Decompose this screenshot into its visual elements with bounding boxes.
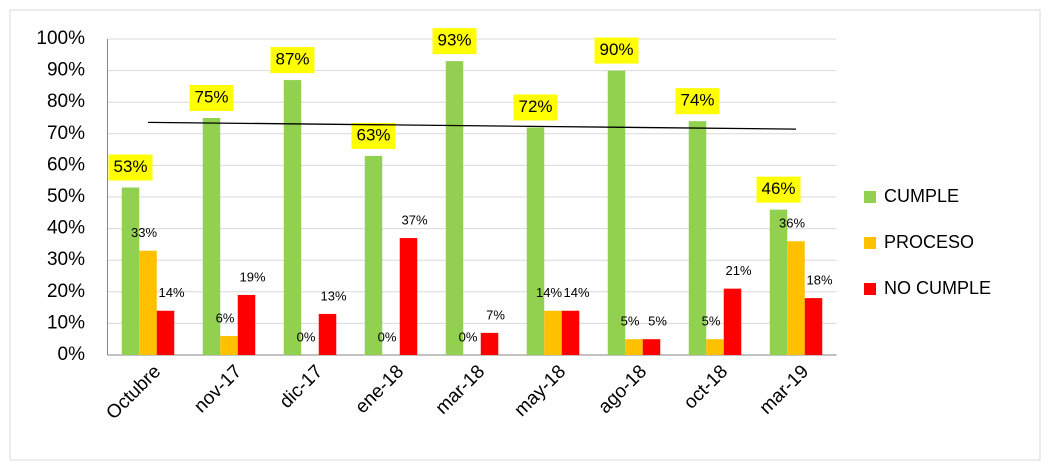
bar [364,155,383,355]
bar [156,310,175,355]
bar [706,339,724,355]
bar [723,288,742,355]
data-label-box [108,154,153,181]
y-tick-label: 0% [58,344,86,365]
y-tick-label: 40% [47,218,85,239]
data-label: 46% [761,179,795,198]
data-label: 19% [239,269,265,284]
bar [607,70,626,355]
legend-swatch [864,237,876,249]
y-tick-label: 50% [47,186,85,207]
trendline [147,121,797,130]
bar [625,339,643,355]
chart-border [9,9,1041,461]
data-label-box [351,122,396,149]
data-label: 6% [216,310,235,325]
data-label: 14% [158,285,184,300]
data-label: 63% [356,125,390,144]
y-tick-label: 70% [47,123,85,144]
data-label-box [594,37,639,64]
data-label: 0% [378,329,397,344]
legend-label: NO CUMPLE [884,278,991,298]
data-label-box [189,85,234,111]
data-label: 87% [275,50,309,69]
bar [121,187,140,355]
y-tick-label: 10% [47,312,85,333]
bar [237,294,256,355]
bar [399,238,418,355]
y-tick-label: 90% [47,60,85,81]
data-label: 14% [536,285,562,300]
bar [804,298,823,355]
data-label: 75% [194,87,228,106]
legend-label: CUMPLE [884,186,959,206]
data-label: 0% [459,329,478,344]
data-label: 14% [563,285,589,300]
legend-swatch [864,191,876,203]
bar [526,127,545,355]
data-label: 33% [131,225,157,240]
bar [139,250,157,355]
bar [220,336,238,355]
data-label-box [270,47,315,74]
bar [787,241,805,355]
data-label: 5% [648,314,667,329]
data-label: 74% [680,91,714,110]
legend-swatch [864,283,876,295]
data-label: 7% [486,307,505,322]
bar [769,209,788,355]
data-label: 37% [401,213,427,228]
legend-label: PROCESO [884,232,974,252]
bar [561,310,580,355]
data-label: 93% [437,31,471,50]
data-label: 72% [518,97,552,116]
y-tick-label: 100% [36,28,85,49]
data-label: 36% [779,216,805,231]
bar [480,332,499,355]
bar [544,310,562,355]
bar [688,121,707,355]
y-tick-label: 20% [47,281,85,302]
y-tick-label: 30% [47,249,85,270]
data-label: 90% [599,40,633,59]
y-tick-label: 60% [47,154,85,175]
bar [283,80,302,355]
data-label: 53% [113,157,147,176]
bar [318,313,337,355]
bar [445,61,464,356]
bar [202,118,221,355]
data-label: 13% [320,288,346,303]
data-label: 0% [297,329,316,344]
data-label: 5% [702,314,721,329]
bar [642,339,661,355]
data-label: 21% [725,263,751,278]
data-label-box [675,88,720,115]
data-label: 5% [621,314,640,329]
data-label: 18% [806,273,832,288]
data-label-box [432,28,477,55]
y-tick-label: 80% [47,91,85,112]
data-label-box [513,94,558,121]
data-label-box [756,176,801,203]
